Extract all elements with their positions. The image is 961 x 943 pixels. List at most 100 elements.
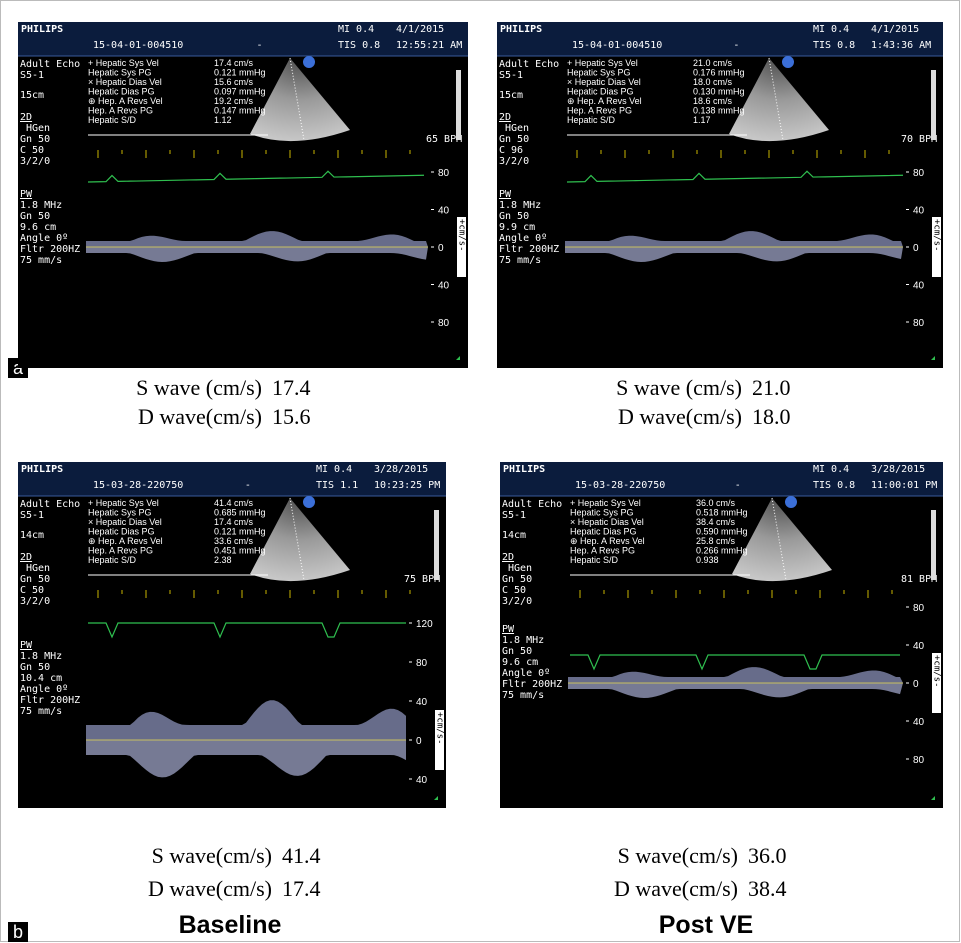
ultrasound-panel: PHILIPS15-03-28-220750-MI 0.4TIS 0.83/28…: [500, 462, 943, 808]
probe-icon: [303, 56, 315, 68]
pw-param: 9.6 cm: [20, 222, 56, 233]
caption-value: 17.4: [272, 375, 311, 400]
pw-param: Gn 50: [499, 211, 529, 222]
date: 3/28/2015: [374, 464, 428, 475]
measurement-label: Hepatic S/D: [88, 115, 137, 125]
scale-label: 80: [913, 755, 925, 766]
param: 3/2/0: [499, 156, 529, 167]
mode: 2D: [502, 552, 514, 563]
scale-label: 40: [416, 697, 428, 708]
scale-label: 40: [438, 281, 450, 292]
mi: MI 0.4: [338, 24, 374, 35]
pw-mode: PW: [20, 189, 33, 200]
measurement-value: 36.0 cm/s: [696, 498, 736, 508]
param: C 96: [499, 145, 523, 156]
pw-param: 1.8 MHz: [20, 200, 62, 211]
scale-label: 80: [416, 658, 428, 669]
measurement-label: + Hepatic Sys Vel: [570, 498, 641, 508]
scale-label: 40: [913, 641, 925, 652]
mode: 2D: [499, 112, 511, 123]
sidebar-text: Adult Echo: [502, 499, 562, 510]
measurement-label: Hep. A Revs PG: [570, 546, 635, 556]
tis: TIS 1.1: [316, 480, 358, 491]
measurement-value: 18.0 cm/s: [693, 77, 733, 87]
param: HGen: [505, 123, 529, 134]
measurement-label: Hepatic Dias PG: [88, 527, 155, 537]
pw-param: 9.9 cm: [499, 222, 535, 233]
group-title: Post VE: [659, 911, 753, 939]
measurement-value: 19.2 cm/s: [214, 96, 254, 106]
measurement-value: 38.4 cm/s: [696, 517, 736, 527]
param: Gn 50: [20, 574, 50, 585]
scale-label: 0: [416, 736, 422, 747]
caption-label: D wave(cm/s): [618, 404, 742, 429]
pw-param: 75 mm/s: [502, 690, 544, 701]
measurement-label: × Hepatic Dias Vel: [570, 517, 644, 527]
measurement-label: × Hepatic Dias Vel: [88, 77, 162, 87]
measurement-label: × Hepatic Dias Vel: [88, 517, 162, 527]
probe-icon: [782, 56, 794, 68]
pw-param: 75 mm/s: [499, 255, 541, 266]
measurement-label: Hepatic Sys PG: [567, 68, 631, 78]
scale-label: 40: [438, 206, 450, 217]
measurement-label: Hep. A Revs PG: [88, 106, 153, 116]
measurement-value: 15.6 cm/s: [214, 77, 254, 87]
pw-param: 1.8 MHz: [499, 200, 541, 211]
measurement-label: Hepatic Dias PG: [567, 87, 634, 97]
measurement-label: Hepatic Dias PG: [570, 527, 637, 537]
separator: -: [257, 40, 263, 51]
measurement-label: ⊕ Hep. A Revs Vel: [88, 536, 163, 546]
measurement-label: Hepatic Sys PG: [88, 508, 152, 518]
measurement-value: 0.176 mmHg: [693, 68, 745, 78]
param: 3/2/0: [20, 596, 50, 607]
measurement-label: Hepatic S/D: [570, 555, 619, 565]
caption-value: 41.4: [282, 843, 321, 868]
date: 4/1/2015: [871, 24, 919, 35]
scale-label: 0: [913, 679, 919, 690]
pw-param: 9.6 cm: [502, 657, 538, 668]
pw-param: Fltr 200HZ: [502, 679, 562, 690]
separator: -: [733, 40, 739, 51]
exam-id: 15-03-28-220750: [575, 480, 665, 491]
probe-icon: [785, 496, 797, 508]
scale-label: 80: [913, 603, 925, 614]
measurement-value: 0.147 mmHg: [214, 106, 266, 116]
param: HGen: [508, 563, 532, 574]
caption-value: 17.4: [282, 876, 321, 901]
scale-label: 0: [913, 243, 919, 254]
scale-label: 80: [913, 318, 925, 329]
param: C 50: [502, 585, 526, 596]
pw-param: 1.8 MHz: [502, 635, 544, 646]
measurement-value: 0.138 mmHg: [693, 106, 745, 116]
caption-value: 21.0: [752, 375, 791, 400]
measurement-label: ⊕ Hep. A Revs Vel: [567, 96, 642, 106]
measurement-label: + Hepatic Sys Vel: [88, 58, 159, 68]
pw-mode: PW: [502, 624, 515, 635]
measurement-label: Hepatic Sys PG: [88, 68, 152, 78]
sidebar-text: S5-1: [20, 510, 44, 521]
unit-label: +cm/s-: [457, 219, 467, 252]
sidebar-text: S5-1: [499, 70, 523, 81]
pw-param: Angle 0º: [20, 233, 68, 244]
time: 1:43:36 AM: [871, 40, 931, 51]
pw-param: Fltr 200HZ: [20, 695, 80, 706]
measurement-value: 0.451 mmHg: [214, 546, 266, 556]
measurement-value: 0.097 mmHg: [214, 87, 266, 97]
tis: TIS 0.8: [813, 40, 855, 51]
brand: PHILIPS: [21, 24, 63, 35]
pw-mode: PW: [20, 640, 33, 651]
pw-param: 75 mm/s: [20, 706, 62, 717]
measurement-label: + Hepatic Sys Vel: [88, 498, 159, 508]
probe-icon: [303, 496, 315, 508]
measurement-value: 2.38: [214, 555, 232, 565]
scale-label: 40: [416, 775, 428, 786]
unit-label: +cm/s-: [435, 712, 445, 745]
caption-label: D wave(cm/s): [614, 876, 738, 901]
caption-label: D wave(cm/s): [138, 404, 262, 429]
date: 4/1/2015: [396, 24, 444, 35]
mi: MI 0.4: [813, 24, 849, 35]
time: 11:00:01 PM: [871, 480, 937, 491]
scale-label: 80: [913, 168, 925, 179]
caption-value: 38.4: [748, 876, 787, 901]
